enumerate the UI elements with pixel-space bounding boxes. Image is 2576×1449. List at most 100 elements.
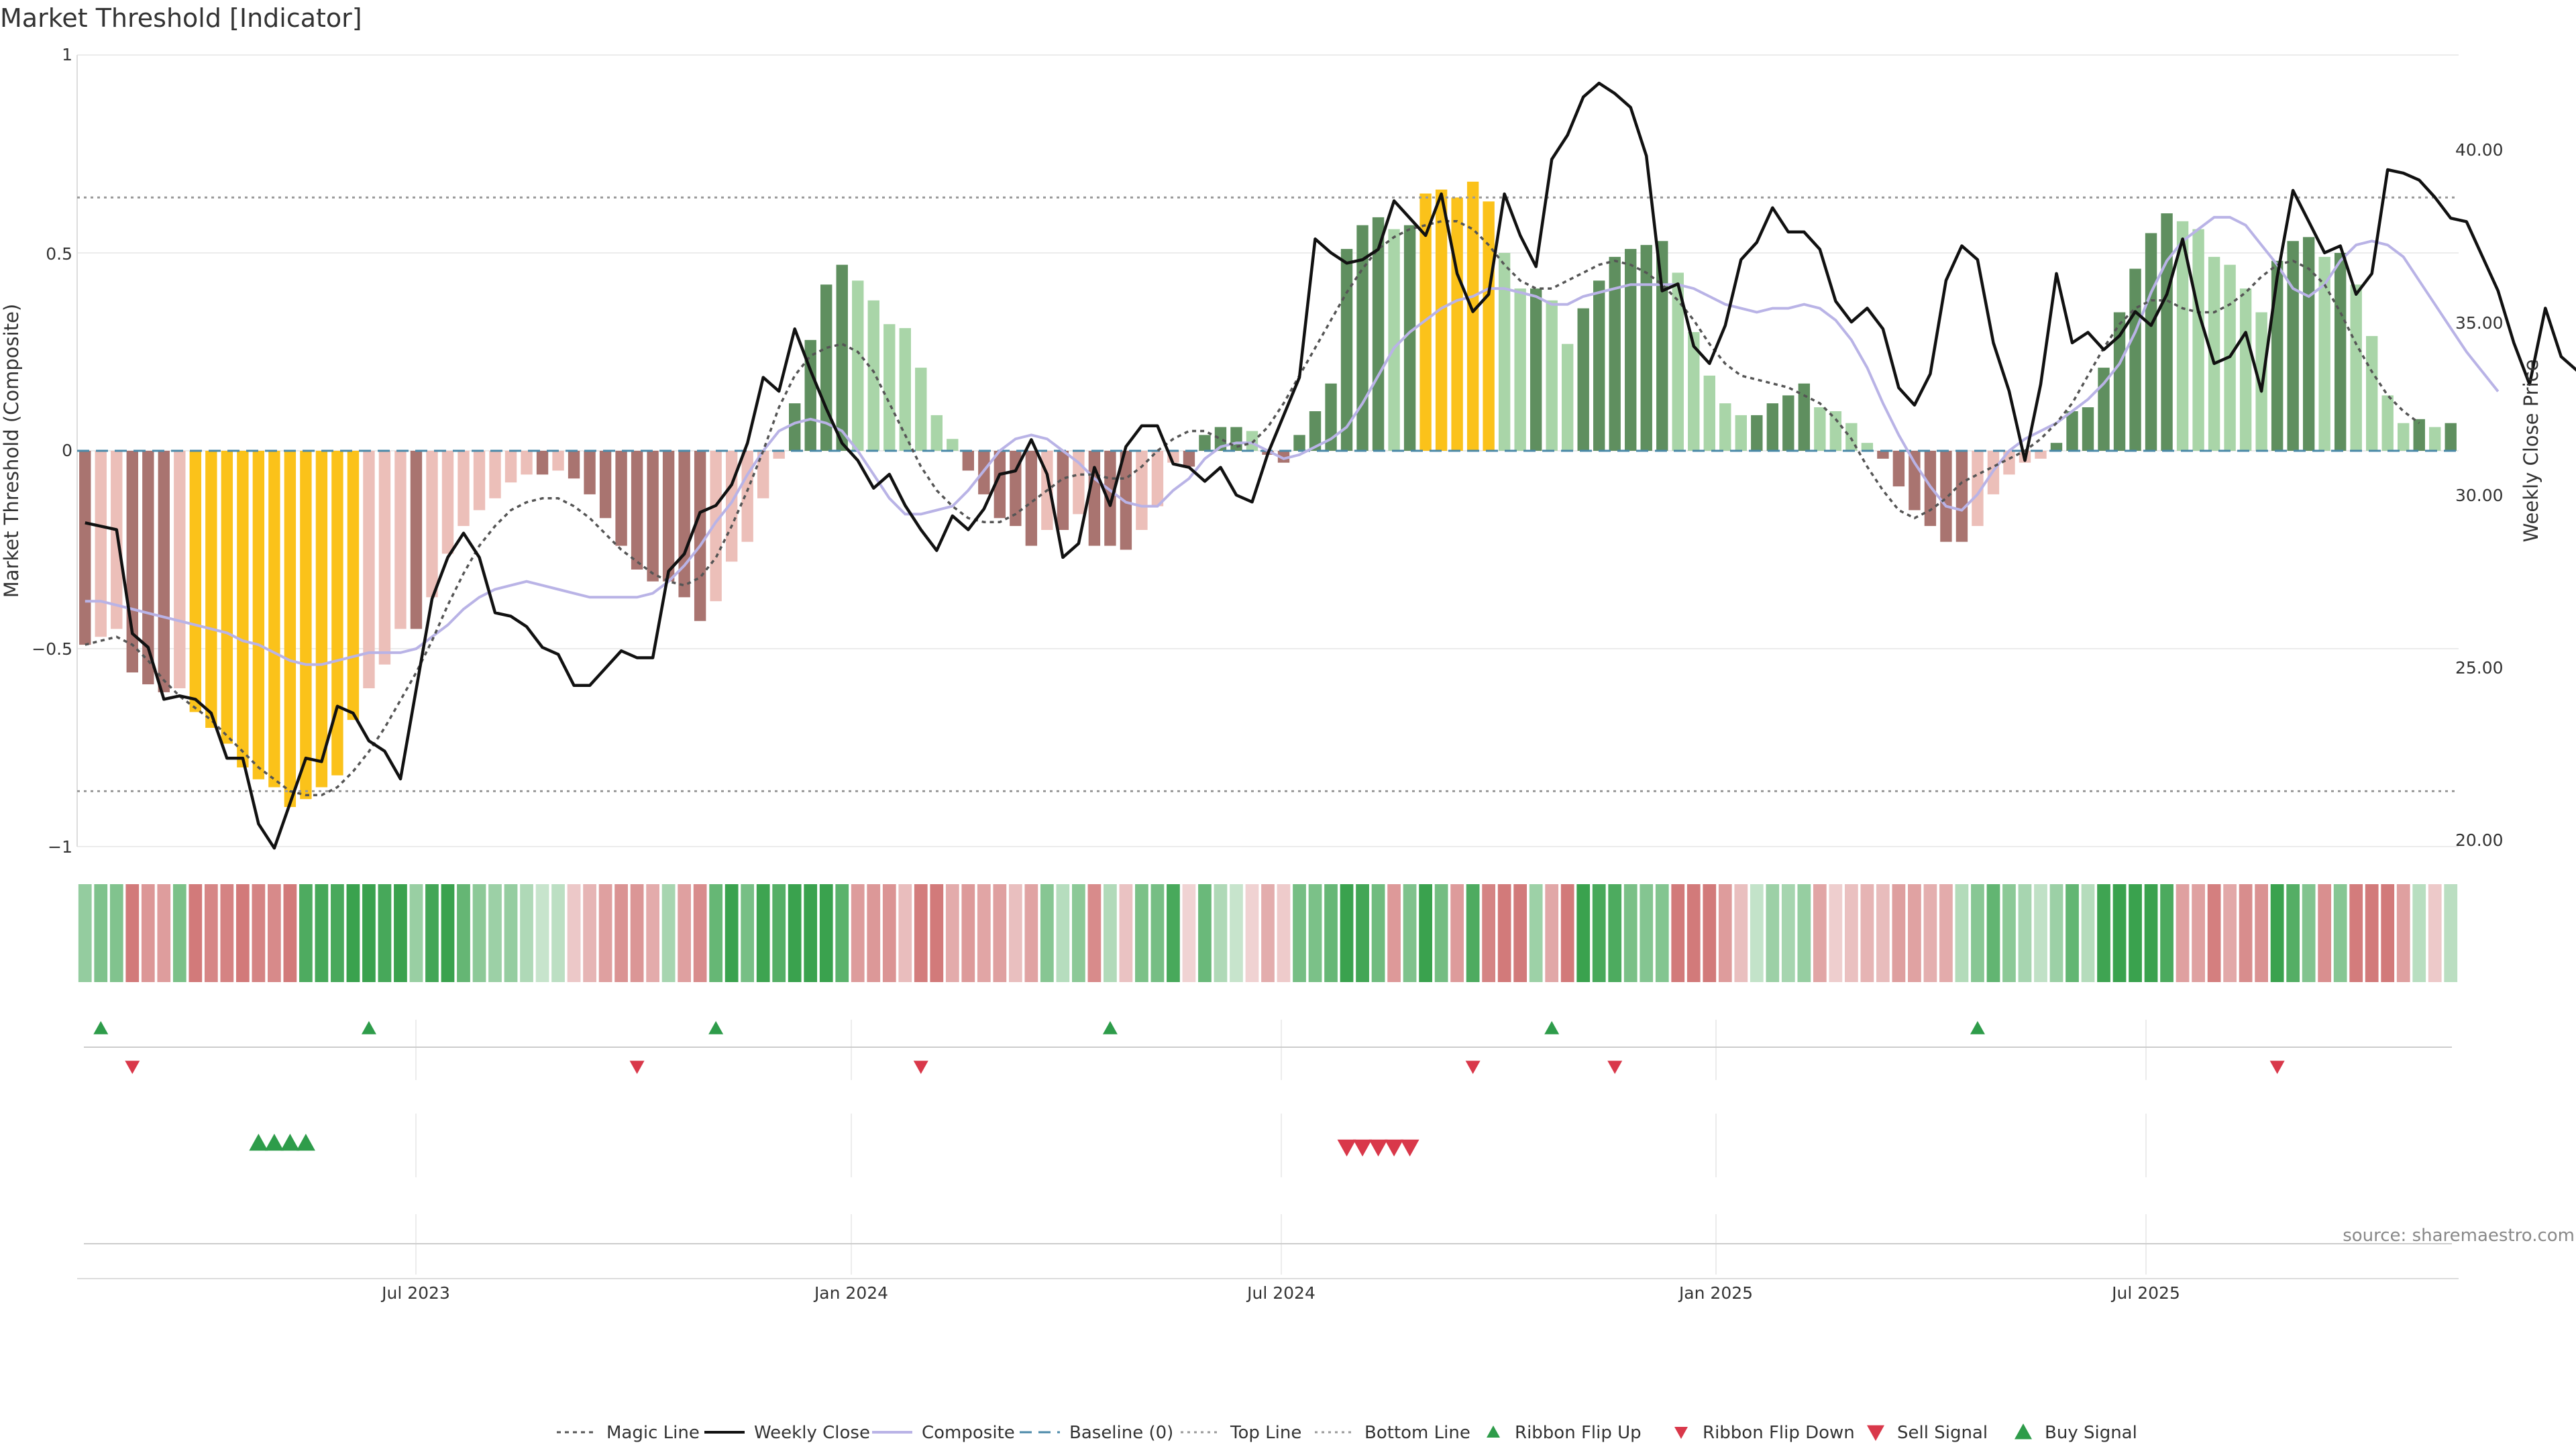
ribbon-cell <box>961 884 975 982</box>
composite-bar <box>2271 260 2284 451</box>
composite-bar <box>1719 403 1731 451</box>
ribbon-cell <box>1434 884 1448 982</box>
composite-bar <box>2192 229 2204 451</box>
composite-bar <box>2302 237 2315 451</box>
ribbon-cell <box>2444 884 2458 982</box>
composite-bar <box>962 451 975 471</box>
composite-bar <box>1356 225 1368 451</box>
x-tick: Jul 2025 <box>2110 1283 2180 1303</box>
ribbon-cell <box>2428 884 2442 982</box>
ribbon-cell <box>1024 884 1038 982</box>
composite-bar <box>1372 217 1385 451</box>
ribbon-cell <box>1277 884 1291 982</box>
ribbon-cell <box>1529 884 1543 982</box>
right-axis-label: Weekly Close Price <box>2520 360 2542 543</box>
composite-bar <box>2208 256 2220 451</box>
composite-bar <box>2413 419 2425 451</box>
composite-bar <box>1672 272 1684 451</box>
composite-bar <box>2350 284 2362 451</box>
ribbon-cell <box>1182 884 1196 982</box>
legend-swatch <box>1674 1427 1688 1439</box>
ribbon-cell <box>1955 884 1969 982</box>
ribbon-cell <box>94 884 108 982</box>
composite-bar <box>930 415 943 451</box>
ribbon-cell <box>2239 884 2253 982</box>
ribbon-cell <box>2129 884 2142 982</box>
composite-bar <box>1940 451 1952 542</box>
ribbon-cell <box>2333 884 2347 982</box>
weekly-close-line <box>85 81 2576 850</box>
ribbon-flip-down-marker <box>1607 1061 1623 1074</box>
right-tick: 20.00 <box>2455 830 2504 850</box>
ribbon-cell <box>1876 884 1890 982</box>
ribbon-cell <box>945 884 959 982</box>
composite-bar <box>1640 245 1652 451</box>
ribbon-cell <box>1419 884 1432 982</box>
ribbon-cell <box>2176 884 2190 982</box>
composite-bar <box>1845 423 1858 451</box>
composite-bar <box>1798 383 1811 451</box>
legend-item-buy: Buy Signal <box>2015 1423 2137 1443</box>
ribbon-cell <box>331 884 344 982</box>
ribbon-cell <box>1860 884 1874 982</box>
lines <box>77 81 2576 850</box>
buy-signal-marker <box>249 1134 268 1151</box>
ribbon-cell <box>614 884 628 982</box>
composite-bar <box>1829 411 1842 451</box>
composite-bar <box>2334 253 2347 451</box>
composite-bar <box>1057 451 1069 530</box>
composite-bar <box>568 451 580 479</box>
left-tick: −1 <box>48 837 72 857</box>
composite-bar <box>852 280 864 451</box>
ribbon-cell <box>1324 884 1338 982</box>
ribbon-cell <box>1167 884 1180 982</box>
ribbon-cell <box>78 884 92 982</box>
composite-bar <box>142 451 154 685</box>
composite-bar <box>284 451 297 807</box>
ribbon-cell <box>1718 884 1732 982</box>
x-tick: Jul 2023 <box>380 1283 450 1303</box>
ribbon-flip-down-marker <box>125 1061 140 1074</box>
ribbon-cell <box>977 884 991 982</box>
composite-bar <box>1861 443 1874 451</box>
right-tick: 25.00 <box>2455 658 2504 678</box>
legend-item-top: Top Line <box>1181 1423 1301 1443</box>
composite-bar <box>947 439 959 451</box>
ribbon-cell <box>1008 884 1022 982</box>
signal-panels <box>93 1021 2285 1157</box>
buy-signal-marker <box>264 1134 284 1151</box>
composite-bar <box>1466 181 1479 451</box>
composite-bar <box>252 451 265 780</box>
ribbon-cell <box>189 884 203 982</box>
legend-label: Bottom Line <box>1364 1423 1470 1443</box>
ribbon-cell <box>1371 884 1385 982</box>
ribbon-cell <box>1150 884 1165 982</box>
ribbon-cell <box>1308 884 1322 982</box>
ribbon-cell <box>299 884 313 982</box>
ribbon-cell <box>583 884 596 982</box>
composite-bar <box>1151 451 1164 506</box>
composite-bar <box>1388 229 1400 451</box>
composite-bar <box>441 451 454 554</box>
ribbon-cell <box>930 884 944 982</box>
legend-label: Baseline (0) <box>1069 1423 1173 1443</box>
right-tick: 40.00 <box>2455 140 2504 160</box>
legend-swatch <box>2015 1424 2032 1440</box>
composite-bar <box>1656 241 1668 451</box>
left-tick: 0.5 <box>46 244 72 264</box>
ribbon-cell <box>598 884 612 982</box>
ribbon-cell <box>157 884 171 982</box>
composite-bar <box>836 264 848 451</box>
composite-bar <box>773 451 785 459</box>
legend-label: Sell Signal <box>1897 1423 1988 1443</box>
source-note: source: sharemaestro.com <box>2343 1226 2575 1246</box>
ribbon-cell <box>1892 884 1906 982</box>
grid <box>76 54 2459 1279</box>
composite-bar <box>1529 288 1542 451</box>
left-axis: 1 0.5 0 −0.5 −1 <box>32 45 72 857</box>
composite-bar <box>1593 280 1605 451</box>
composite-bar <box>2161 213 2173 451</box>
legend-swatch <box>1487 1426 1500 1438</box>
ribbon-cell <box>551 884 565 982</box>
ribbon-cell <box>1592 884 1606 982</box>
